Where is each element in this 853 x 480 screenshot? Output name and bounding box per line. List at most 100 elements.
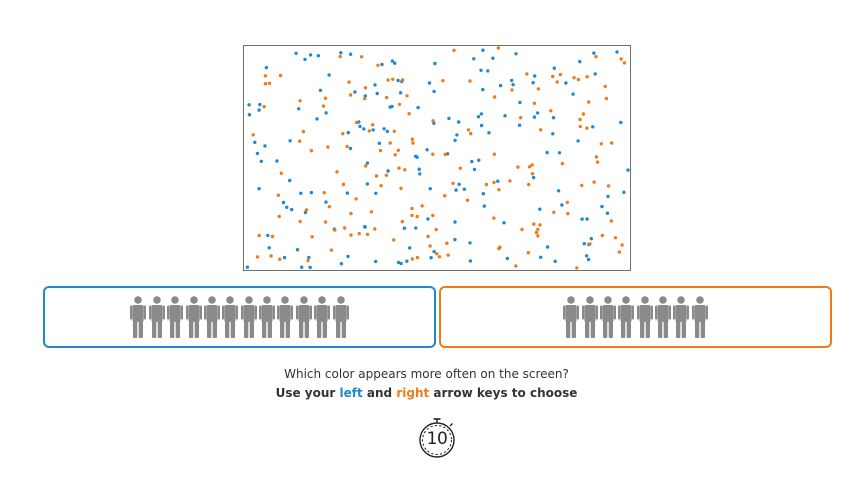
blue-dot: [318, 88, 323, 92]
orange-dot: [603, 84, 607, 89]
blue-dot: [486, 69, 490, 73]
orange-dot: [263, 82, 268, 86]
blue-dot: [578, 59, 582, 64]
orange-dot: [536, 227, 540, 232]
blue-dot: [315, 117, 319, 121]
blue-dot: [531, 81, 535, 85]
orange-dot: [468, 79, 472, 83]
blue-dot: [491, 56, 495, 60]
blue-dot: [348, 146, 353, 151]
blue-dot: [371, 128, 375, 132]
blue-dot: [580, 217, 584, 221]
blue-dot: [386, 169, 390, 173]
orange-dot: [484, 182, 489, 187]
orange-dot: [443, 152, 447, 157]
blue-dot: [560, 203, 564, 207]
orange-dot: [536, 234, 540, 238]
orange-dot: [321, 104, 326, 108]
blue-dot: [263, 144, 267, 148]
orange-dot: [508, 179, 512, 183]
choice-left-blue[interactable]: [43, 286, 436, 348]
blue-dot: [564, 81, 568, 85]
dot-field: [243, 45, 631, 271]
orange-dot: [576, 77, 581, 82]
person-icon: [222, 296, 239, 338]
orange-dot: [407, 112, 411, 116]
orange-dot: [354, 197, 358, 201]
orange-dot: [396, 148, 400, 152]
orange-dot: [465, 198, 470, 202]
blue-dot: [481, 87, 485, 92]
blue-dot: [545, 245, 550, 249]
blue-dot: [327, 73, 331, 77]
orange-dot: [298, 139, 302, 143]
orange-dot: [309, 149, 314, 153]
orange-dot: [538, 223, 542, 227]
blue-dot: [545, 150, 549, 155]
orange-dot: [410, 257, 414, 261]
orange-dot: [262, 105, 266, 109]
blue-dot: [447, 116, 451, 121]
blue-dot: [505, 256, 510, 261]
orange-dot: [530, 172, 535, 176]
orange-dot: [298, 99, 302, 103]
blue-dot: [255, 151, 260, 156]
orange-dot: [566, 211, 570, 216]
blue-dot: [388, 105, 392, 109]
orange-dot: [585, 75, 589, 79]
blue-dot: [585, 217, 589, 221]
blue-dot: [415, 155, 419, 159]
orange-dot: [437, 255, 442, 259]
orange-dot: [263, 74, 268, 78]
orange-dot: [310, 235, 314, 239]
blue-dot: [414, 226, 418, 230]
orange-dot: [322, 191, 326, 195]
person-icon: [618, 296, 635, 338]
orange-dot: [371, 123, 375, 127]
left-word: left: [339, 386, 363, 400]
orange-dot: [397, 102, 402, 107]
orange-dot: [534, 230, 539, 235]
person-icon: [203, 296, 220, 338]
orange-dot: [376, 63, 380, 67]
blue-dot: [453, 237, 457, 242]
person-icon: [148, 296, 165, 338]
orange-dot: [329, 248, 334, 252]
orange-dot: [594, 155, 599, 159]
orange-dot: [270, 234, 275, 239]
orange-dot: [298, 219, 302, 224]
orange-dot: [420, 204, 424, 208]
orange-dot: [349, 211, 353, 216]
blue-dot: [432, 249, 436, 254]
orange-dot: [620, 243, 624, 247]
person-icon: [563, 296, 580, 338]
blue-dot: [511, 83, 515, 87]
blue-dot: [496, 179, 500, 183]
blue-dot: [457, 120, 461, 124]
orange-dot: [341, 182, 346, 187]
blue-dot: [591, 125, 595, 129]
orange-dot: [441, 79, 445, 83]
orange-dot: [277, 214, 281, 219]
blue-dot: [267, 246, 271, 250]
blue-dot: [348, 52, 353, 56]
orange-dot: [565, 200, 569, 205]
blue-dot: [503, 114, 507, 118]
blue-dot: [576, 139, 580, 143]
orange-dot: [443, 194, 447, 198]
question-text: Which color appears more often on the sc…: [284, 367, 569, 381]
person-icon: [130, 296, 147, 338]
orange-dot: [400, 219, 404, 224]
blue-dot: [339, 262, 344, 266]
choice-right-orange[interactable]: [439, 286, 832, 348]
blue-dot: [592, 51, 596, 55]
blue-dot: [324, 200, 328, 204]
orange-dot: [496, 46, 500, 50]
blue-dot: [300, 265, 304, 269]
orange-dot: [514, 264, 518, 268]
orange-dot: [560, 161, 565, 166]
orange-dot: [606, 184, 611, 188]
blue-dot: [380, 62, 384, 67]
person-icon: [691, 296, 708, 338]
orange-dot: [410, 206, 414, 211]
